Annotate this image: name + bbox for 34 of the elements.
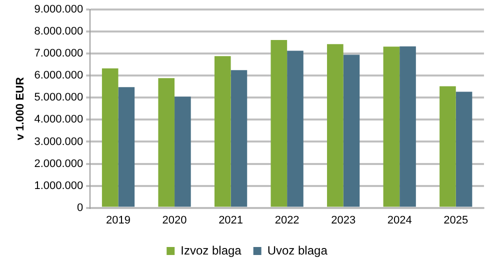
- bar: [174, 96, 191, 207]
- y-tick-label: 1.000.000: [34, 180, 84, 192]
- bar: [440, 86, 456, 207]
- x-tick-label: 2020: [162, 214, 187, 226]
- bar: [383, 46, 400, 207]
- x-tick-label: 2022: [274, 214, 300, 226]
- y-tick-label: 8.000.000: [34, 26, 84, 38]
- bar: [158, 78, 175, 207]
- bar: [327, 44, 344, 207]
- legend-label: Uvoz blaga: [267, 243, 328, 258]
- x-tick-label: 2023: [331, 214, 356, 226]
- y-tick-label: 5.000.000: [34, 92, 84, 104]
- y-tick-label: 4.000.000: [34, 114, 84, 126]
- y-axis-title: v 1.000 EUR: [14, 77, 27, 140]
- legend-label: Izvoz blaga: [180, 243, 242, 258]
- y-tick-label: 2.000.000: [34, 158, 84, 170]
- bar: [400, 46, 416, 207]
- bar: [102, 68, 118, 207]
- y-tick-label: 9.000.000: [34, 4, 84, 16]
- bar: [343, 54, 360, 207]
- x-tick-label: 2019: [106, 214, 131, 226]
- y-tick-label: 0: [77, 202, 84, 214]
- x-tick-label: 2024: [387, 214, 412, 226]
- y-tick-label: 3.000.000: [34, 136, 84, 148]
- bar: [287, 50, 304, 207]
- bar: [270, 40, 288, 207]
- x-tick-label: 2025: [444, 214, 468, 226]
- y-tick-label: 7.000.000: [34, 48, 84, 60]
- x-tick-label: 2021: [218, 214, 244, 226]
- bar: [214, 56, 231, 207]
- y-tick-label: 6.000.000: [34, 70, 84, 82]
- bar: [456, 92, 472, 207]
- bar: [230, 70, 248, 207]
- bar: [118, 87, 135, 207]
